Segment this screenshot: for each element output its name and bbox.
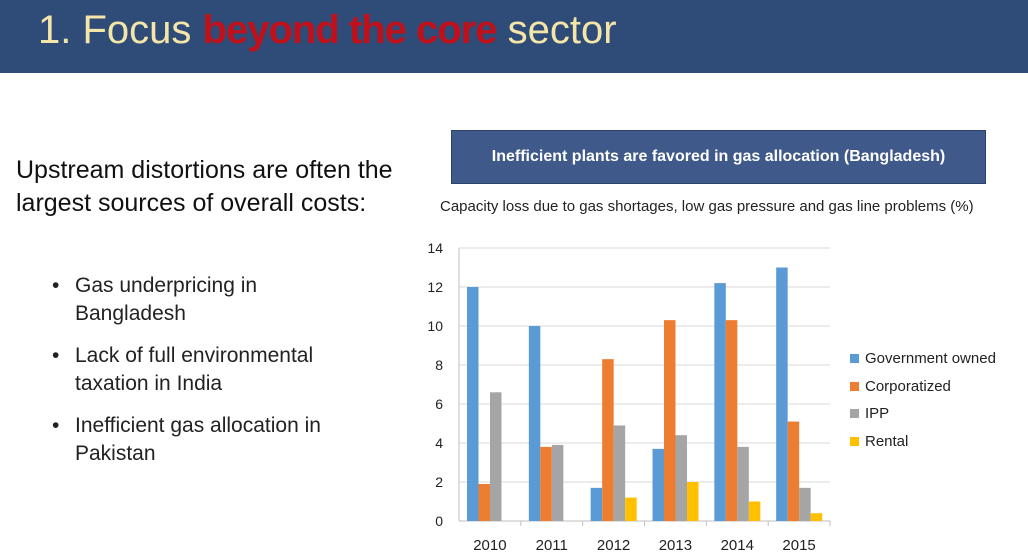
lead-text: Upstream distortions are often the large… <box>16 156 393 217</box>
chart-title: Capacity loss due to gas shortages, low … <box>440 198 974 215</box>
bar-ipp <box>675 435 687 521</box>
y-tick-label: 10 <box>427 318 443 334</box>
bar-rental <box>625 497 637 521</box>
legend-swatch <box>850 436 859 446</box>
title-part: 1. Focus <box>38 8 203 52</box>
legend-label: Government owned <box>865 350 996 368</box>
y-tick-label: 2 <box>435 474 443 490</box>
slide-header: 1. Focus beyond the core sector <box>0 0 1028 73</box>
bar-corporatized <box>664 320 676 521</box>
bullet-list: Gas underpricing in Bangladesh Lack of f… <box>52 272 372 482</box>
bar-ipp <box>737 446 749 521</box>
bar-corporatized <box>787 421 800 521</box>
legend-label: Corporatized <box>865 377 951 395</box>
bar-rental <box>748 501 761 521</box>
bullet-item: Inefficient gas allocation in Pakistan <box>52 412 372 468</box>
slide-title: 1. Focus beyond the core sector <box>38 8 617 53</box>
legend-label: IPP <box>865 405 890 423</box>
y-tick-label: 4 <box>435 435 443 451</box>
title-highlight: beyond the core <box>202 8 498 52</box>
legend-label: Rental <box>865 432 909 450</box>
x-tick-label: 2015 <box>782 537 815 554</box>
bullet-item: Gas underpricing in Bangladesh <box>52 272 372 328</box>
y-tick-label: 8 <box>435 357 443 373</box>
title-part: sector <box>496 8 617 52</box>
bar-rental <box>687 482 699 521</box>
y-tick-label: 0 <box>435 513 443 529</box>
legend-item: Rental <box>850 428 996 456</box>
legend-swatch <box>850 381 859 391</box>
bar-corporatized <box>725 320 738 521</box>
bar-government-owned <box>714 283 726 521</box>
x-tick-label: 2012 <box>597 537 630 554</box>
legend-item: IPP <box>850 400 996 428</box>
x-tick-label: 2011 <box>536 537 568 554</box>
chart-legend: Government owned Corporatized IPP Rental <box>850 345 996 455</box>
bar-corporatized <box>478 483 490 521</box>
bar-ipp <box>490 392 502 521</box>
legend-item: Corporatized <box>850 373 996 401</box>
x-tick-label: 2010 <box>473 537 506 554</box>
y-tick-label: 14 <box>427 240 443 256</box>
x-tick-label: 2013 <box>659 537 692 554</box>
legend-swatch <box>850 409 859 419</box>
bar-government-owned <box>652 448 664 521</box>
bullet-item: Lack of full environmental taxation in I… <box>52 342 372 398</box>
x-tick-label: 2014 <box>721 537 754 554</box>
bar-government-owned <box>528 326 541 521</box>
bar-corporatized <box>602 359 614 521</box>
bar-corporatized <box>540 446 552 521</box>
y-tick-label: 12 <box>427 279 443 295</box>
bar-government-owned <box>776 267 788 521</box>
bar-ipp <box>613 425 626 521</box>
bar-ipp <box>551 444 564 521</box>
bar-rental <box>810 513 823 521</box>
legend-item: Government owned <box>850 345 996 373</box>
y-tick-label: 6 <box>435 396 443 412</box>
bar-government-owned <box>590 487 603 521</box>
chart-heading-box: Inefficient plants are favored in gas al… <box>451 130 986 184</box>
legend-swatch <box>850 354 859 364</box>
bar-ipp <box>799 487 811 521</box>
bar-government-owned <box>467 287 479 521</box>
